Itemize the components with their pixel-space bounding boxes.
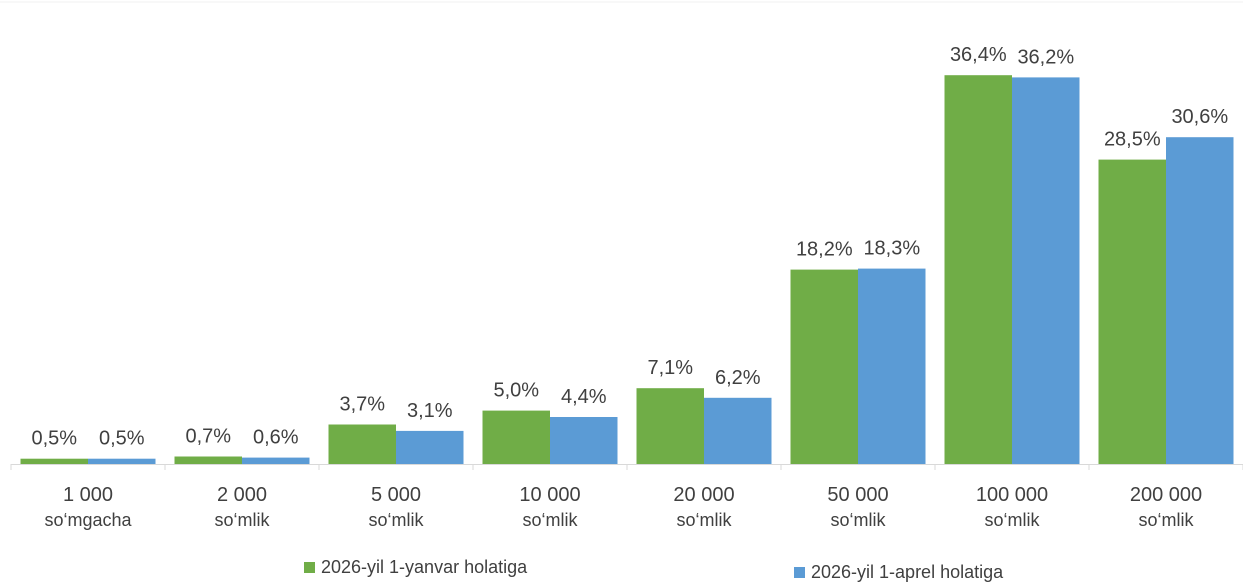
- bar-s0-c2: [328, 424, 396, 464]
- data-label-s0-c6: 36,4%: [950, 44, 1007, 66]
- bar-s0-c0: [20, 458, 88, 464]
- legend-swatch-april: [794, 566, 805, 578]
- bar-s0-c3: [482, 410, 550, 464]
- x-tick-sublabel-5: so‘mlik: [830, 510, 886, 530]
- x-tick-label-7: 200 000: [1130, 484, 1202, 506]
- data-label-s1-c7: 30,6%: [1171, 106, 1228, 128]
- legend-label-april: 2026-yil 1-aprel holatiga: [811, 561, 1004, 582]
- bar-s1-c2: [396, 430, 464, 464]
- data-label-s1-c6: 36,2%: [1017, 46, 1074, 68]
- legend-swatch-january: [304, 561, 315, 573]
- data-label-s0-c2: 3,7%: [340, 394, 386, 416]
- x-tick-sublabel-2: so‘mlik: [368, 510, 424, 530]
- data-label-s0-c0: 0,5%: [32, 428, 78, 450]
- bar-s0-c4: [636, 388, 704, 464]
- data-label-s0-c1: 0,7%: [186, 426, 232, 448]
- data-label-s0-c7: 28,5%: [1104, 129, 1161, 151]
- bar-s0-c7: [1098, 159, 1166, 464]
- x-tick-sublabel-0: so‘mgacha: [44, 510, 132, 530]
- x-tick-label-6: 100 000: [976, 484, 1048, 506]
- x-tick-label-4: 20 000: [673, 484, 734, 506]
- bar-s0-c5: [790, 269, 858, 464]
- bar-s1-c7: [1166, 137, 1234, 464]
- x-tick-sublabel-3: so‘mlik: [522, 510, 578, 530]
- bar-s0-c1: [174, 456, 242, 464]
- bar-s0-c6: [944, 75, 1012, 464]
- data-label-s1-c2: 3,1%: [407, 400, 453, 422]
- legend-item-january: 2026-yil 1-yanvar holatiga: [304, 557, 527, 577]
- x-tick-label-3: 10 000: [519, 484, 580, 506]
- x-tick-sublabel-1: so‘mlik: [214, 510, 270, 530]
- data-label-s0-c3: 5,0%: [494, 380, 540, 402]
- data-label-s1-c0: 0,5%: [99, 428, 145, 450]
- x-tick-label-5: 50 000: [827, 484, 888, 506]
- x-tick-label-0: 1 000: [63, 484, 113, 506]
- bar-s1-c4: [704, 397, 772, 464]
- legend-label-january: 2026-yil 1-yanvar holatiga: [321, 556, 528, 577]
- bar-s1-c1: [242, 457, 310, 464]
- bar-s1-c5: [858, 268, 926, 464]
- data-label-s1-c1: 0,6%: [253, 427, 299, 449]
- bar-s1-c3: [550, 417, 618, 464]
- bar-s1-c6: [1012, 77, 1080, 465]
- data-label-s1-c5: 18,3%: [863, 238, 920, 260]
- data-label-s0-c5: 18,2%: [796, 239, 853, 261]
- x-tick-sublabel-4: so‘mlik: [676, 510, 732, 530]
- data-label-s1-c3: 4,4%: [561, 386, 607, 408]
- bar-s1-c0: [88, 458, 156, 464]
- data-label-s1-c4: 6,2%: [715, 367, 761, 389]
- legend-item-april: 2026-yil 1-aprel holatiga: [794, 562, 1003, 582]
- x-tick-label-1: 2 000: [217, 484, 267, 506]
- data-label-s0-c4: 7,1%: [648, 357, 694, 379]
- x-tick-sublabel-6: so‘mlik: [984, 510, 1040, 530]
- x-tick-label-2: 5 000: [371, 484, 421, 506]
- x-tick-sublabel-7: so‘mlik: [1138, 510, 1194, 530]
